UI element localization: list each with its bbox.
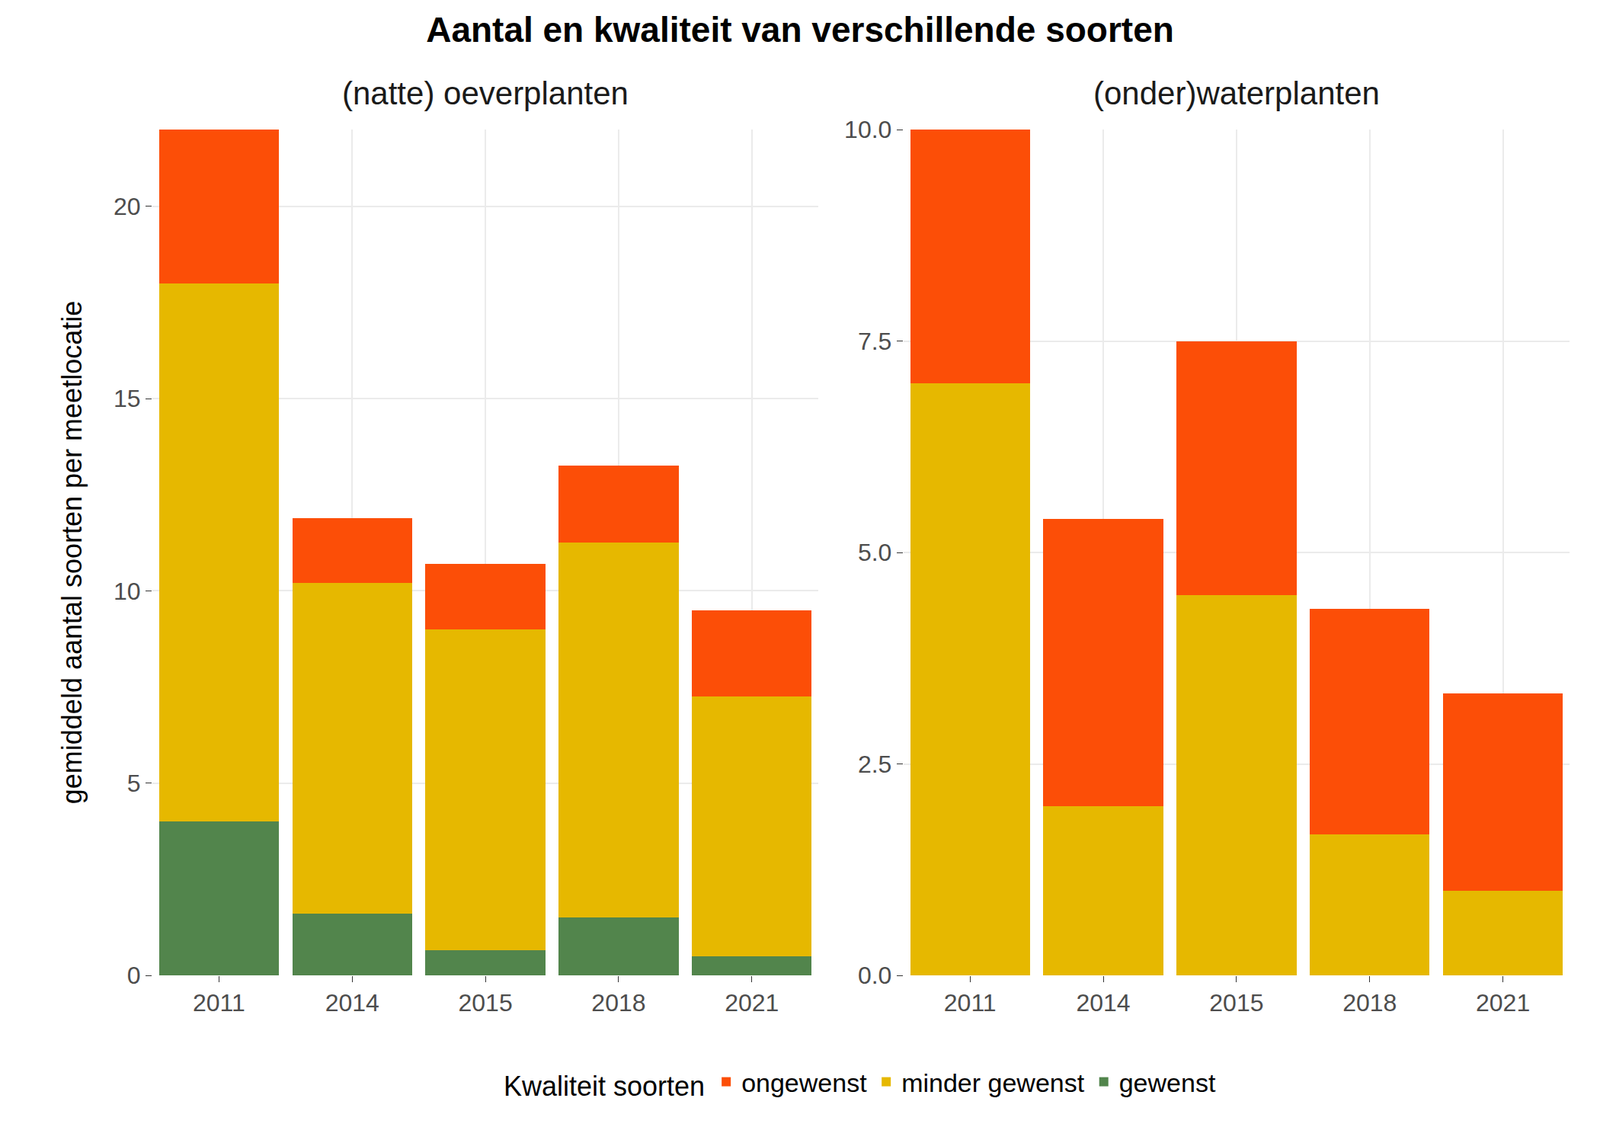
svg-text:2014: 2014 — [1075, 988, 1130, 1017]
svg-text:gemiddeld aantal soorten per m: gemiddeld aantal soorten per meetlocatie — [56, 300, 88, 804]
svg-text:15: 15 — [113, 384, 141, 413]
svg-text:(onder)waterplanten: (onder)waterplanten — [1093, 75, 1380, 112]
svg-text:ongewenst: ongewenst — [741, 1068, 868, 1098]
svg-text:Aantal en kwaliteit van versch: Aantal en kwaliteit van verschillende so… — [425, 9, 1175, 50]
svg-text:2018: 2018 — [591, 988, 646, 1017]
svg-text:2021: 2021 — [724, 988, 779, 1017]
svg-text:5.0: 5.0 — [857, 538, 892, 567]
svg-text:2015: 2015 — [1209, 988, 1264, 1017]
svg-text:Kwaliteit soorten: Kwaliteit soorten — [503, 1070, 705, 1102]
svg-text:0: 0 — [127, 961, 141, 989]
svg-text:2015: 2015 — [458, 988, 513, 1017]
svg-text:minder gewenst: minder gewenst — [901, 1068, 1085, 1098]
svg-text:20: 20 — [113, 192, 141, 221]
svg-text:gewenst: gewenst — [1119, 1068, 1216, 1098]
svg-text:10: 10 — [113, 577, 141, 605]
svg-text:(natte) oeverplanten: (natte) oeverplanten — [342, 75, 629, 112]
svg-text:5: 5 — [127, 769, 141, 797]
svg-text:0.0: 0.0 — [857, 961, 892, 989]
svg-text:2011: 2011 — [192, 988, 246, 1017]
svg-text:2011: 2011 — [944, 988, 997, 1017]
svg-text:2014: 2014 — [325, 988, 380, 1017]
svg-text:7.5: 7.5 — [857, 327, 892, 356]
svg-text:10.0: 10.0 — [844, 115, 892, 144]
svg-text:2.5: 2.5 — [857, 750, 892, 778]
svg-text:2018: 2018 — [1342, 988, 1397, 1017]
svg-text:2021: 2021 — [1475, 988, 1530, 1017]
